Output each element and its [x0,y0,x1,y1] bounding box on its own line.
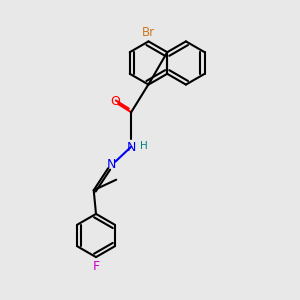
Text: F: F [92,260,100,272]
Text: O: O [110,95,120,108]
Text: N: N [127,141,136,154]
Text: H: H [140,141,147,151]
Text: Br: Br [142,26,155,39]
Text: N: N [107,158,116,171]
